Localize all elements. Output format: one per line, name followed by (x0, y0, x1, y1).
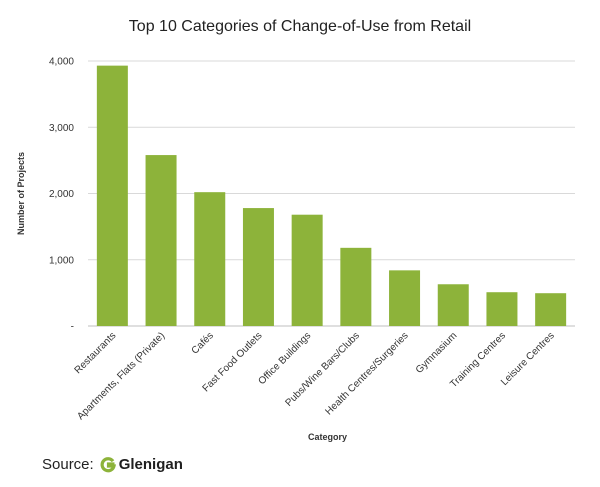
bar (340, 247, 372, 326)
bar (145, 155, 177, 326)
x-tick-label: Health Centres/Surgeries (323, 330, 410, 417)
x-tick-label: Gymnasium (414, 330, 460, 376)
bar (291, 214, 323, 326)
source-label: Source: (42, 456, 94, 473)
bar (486, 292, 518, 326)
y-tick-label: 4,000 (49, 57, 74, 68)
bar (96, 65, 128, 326)
x-axis-label: Category (308, 432, 347, 442)
bar (242, 208, 274, 326)
x-tick-label: Cafés (190, 330, 216, 356)
source-logo-text: Glenigan (118, 456, 183, 473)
y-tick-label: - (71, 322, 74, 333)
source-line: Source: Glenigan (42, 456, 183, 473)
bar (437, 284, 469, 326)
chart-title: Top 10 Categories of Change-of-Use from … (128, 18, 472, 35)
x-tick-label: Restaurants (73, 330, 119, 376)
x-tick-label: Apartments, Flats (Private) (75, 330, 167, 422)
y-axis-label: Number of Projects (16, 152, 26, 235)
bar (389, 270, 421, 326)
y-tick-label: 2,000 (49, 189, 74, 200)
y-tick-label: 3,000 (49, 123, 74, 134)
glenigan-logo-icon (100, 456, 116, 473)
x-tick-label: Leisure Centres (499, 330, 557, 388)
bar (194, 192, 226, 326)
bar (535, 293, 567, 326)
y-tick-label: 1,000 (49, 255, 74, 266)
